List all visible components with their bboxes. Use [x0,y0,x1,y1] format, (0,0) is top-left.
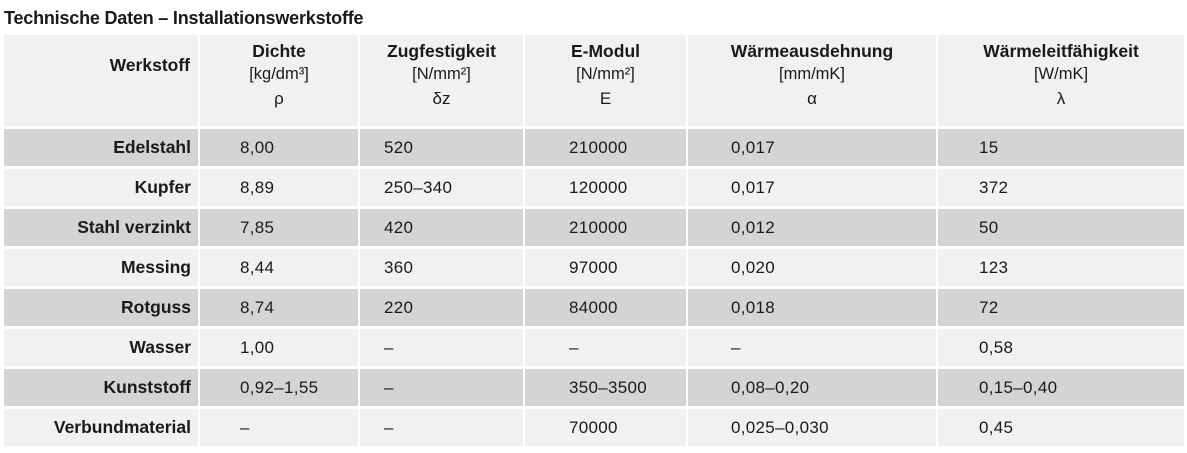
tensile-strength-cell: – [358,329,523,369]
e-modulus-cell: 210000 [523,209,686,249]
thermal-conductivity-cell: 15 [936,129,1184,169]
material-name: Rotguss [4,289,198,329]
tensile-strength-cell: 360 [358,249,523,289]
header-symbol: ρ [274,89,284,108]
header-unit: [N/mm²] [412,65,471,83]
thermal-conductivity-cell: 372 [936,169,1184,209]
table-header-row: Werkstoff Dichte [kg/dm³] ρ Zugfestigkei… [4,35,1184,129]
header-tensile-strength: Zugfestigkeit [N/mm²] δz [358,35,523,129]
tensile-strength-cell: 250–340 [358,169,523,209]
tensile-strength-cell: 520 [358,129,523,169]
thermal-conductivity-cell: 0,15–0,40 [936,369,1184,409]
e-modulus-cell: – [523,329,686,369]
header-material-label: Werkstoff [109,55,190,75]
thermal-conductivity-cell: 123 [936,249,1184,289]
material-name: Messing [4,249,198,289]
table-row: Wasser 1,00 – – – 0,58 [4,329,1184,369]
header-unit: [kg/dm³] [249,65,309,83]
table-row: Kunststoff 0,92–1,55 – 350–3500 0,08–0,2… [4,369,1184,409]
header-name: Wärmeleitfähigkeit [983,41,1139,61]
header-name: E-Modul [570,41,640,61]
header-name: Dichte [252,41,306,61]
thermal-conductivity-cell: 50 [936,209,1184,249]
e-modulus-cell: 97000 [523,249,686,289]
material-name: Stahl verzinkt [4,209,198,249]
header-material: Werkstoff [4,35,198,129]
tensile-strength-cell: – [358,369,523,409]
thermal-conductivity-cell: 72 [936,289,1184,329]
thermal-expansion-cell: 0,017 [686,169,936,209]
e-modulus-cell: 70000 [523,409,686,446]
tensile-strength-cell: – [358,409,523,446]
e-modulus-cell: 210000 [523,129,686,169]
header-e-modulus: E-Modul [N/mm²] E [523,35,686,129]
thermal-expansion-cell: 0,018 [686,289,936,329]
header-thermal-expansion: Wärmeausdehnung [mm/mK] α [686,35,936,129]
density-cell: – [198,409,358,446]
tensile-strength-cell: 420 [358,209,523,249]
thermal-expansion-cell: 0,08–0,20 [686,369,936,409]
materials-table: Werkstoff Dichte [kg/dm³] ρ Zugfestigkei… [4,35,1184,446]
table-row: Verbundmaterial – – 70000 0,025–0,030 0,… [4,409,1184,446]
e-modulus-cell: 84000 [523,289,686,329]
density-cell: 8,44 [198,249,358,289]
material-name: Kunststoff [4,369,198,409]
density-cell: 8,00 [198,129,358,169]
material-name: Edelstahl [4,129,198,169]
header-unit: [mm/mK] [779,65,845,83]
density-cell: 1,00 [198,329,358,369]
header-symbol: E [599,89,612,108]
thermal-expansion-cell: 0,012 [686,209,936,249]
header-symbol: δz [432,89,451,108]
density-cell: 8,89 [198,169,358,209]
thermal-expansion-cell: 0,017 [686,129,936,169]
thermal-expansion-cell: 0,025–0,030 [686,409,936,446]
thermal-conductivity-cell: 0,45 [936,409,1184,446]
header-symbol: α [807,89,817,108]
header-name: Wärmeausdehnung [730,41,894,61]
thermal-expansion-cell: – [686,329,936,369]
header-density: Dichte [kg/dm³] ρ [198,35,358,129]
e-modulus-cell: 350–3500 [523,369,686,409]
table-row: Edelstahl 8,00 520 210000 0,017 15 [4,129,1184,169]
density-cell: 7,85 [198,209,358,249]
table-row: Rotguss 8,74 220 84000 0,018 72 [4,289,1184,329]
header-name: Zugfestigkeit [387,41,496,61]
thermal-conductivity-cell: 0,58 [936,329,1184,369]
material-name: Wasser [4,329,198,369]
table-row: Kupfer 8,89 250–340 120000 0,017 372 [4,169,1184,209]
header-unit: [N/mm²] [576,65,635,83]
header-thermal-conductivity: Wärmeleitfähigkeit [W/mK] λ [936,35,1184,129]
density-cell: 8,74 [198,289,358,329]
header-unit: [W/mK] [1033,65,1089,83]
table-title: Technische Daten – Installationswerkstof… [4,8,364,28]
e-modulus-cell: 120000 [523,169,686,209]
header-symbol: λ [1056,89,1066,108]
table-row: Stahl verzinkt 7,85 420 210000 0,012 50 [4,209,1184,249]
thermal-expansion-cell: 0,020 [686,249,936,289]
density-cell: 0,92–1,55 [198,369,358,409]
tensile-strength-cell: 220 [358,289,523,329]
material-name: Verbundmaterial [4,409,198,446]
table-row: Messing 8,44 360 97000 0,020 123 [4,249,1184,289]
material-name: Kupfer [4,169,198,209]
